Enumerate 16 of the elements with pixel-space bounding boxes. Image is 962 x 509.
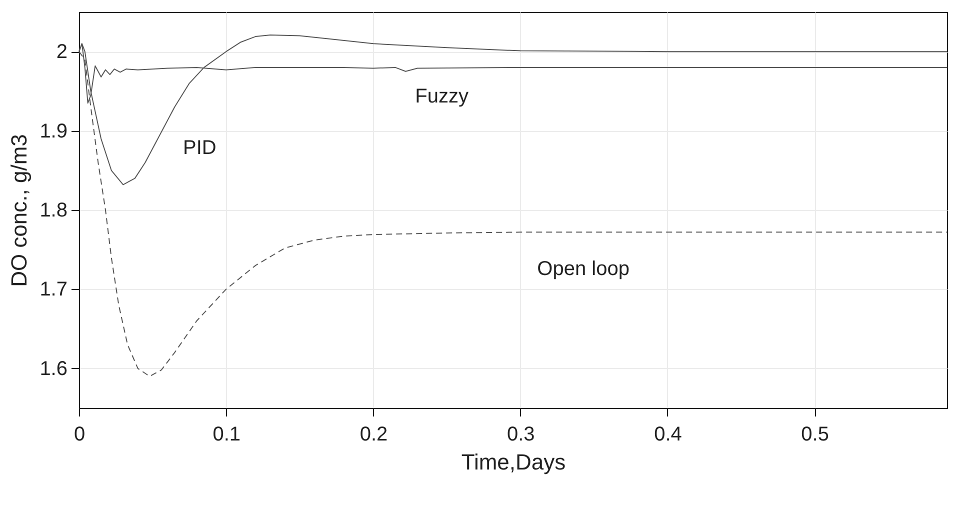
y-tick-label: 1.9 xyxy=(40,120,68,142)
series-label: Open loop xyxy=(537,258,630,280)
y-tick-label: 2 xyxy=(56,41,68,64)
x-tick-label: 0.1 xyxy=(212,424,241,446)
x-tick-label: 0 xyxy=(74,424,86,446)
series-label: PID xyxy=(182,137,216,160)
x-axis-title: Time,Days xyxy=(461,450,566,474)
y-axis-title: DO conc., g/m3 xyxy=(6,134,32,287)
y-tick-label: 1.7 xyxy=(40,278,68,301)
x-tick-label: 0.3 xyxy=(506,424,535,446)
y-tick-label: 1.6 xyxy=(40,358,68,380)
y-tick-label: 1.8 xyxy=(40,200,68,222)
x-tick-label: 0.5 xyxy=(801,424,829,446)
x-tick-label: 0.4 xyxy=(654,424,682,446)
x-tick-label: 0.2 xyxy=(360,424,388,446)
series-label: Fuzzy xyxy=(415,85,468,108)
